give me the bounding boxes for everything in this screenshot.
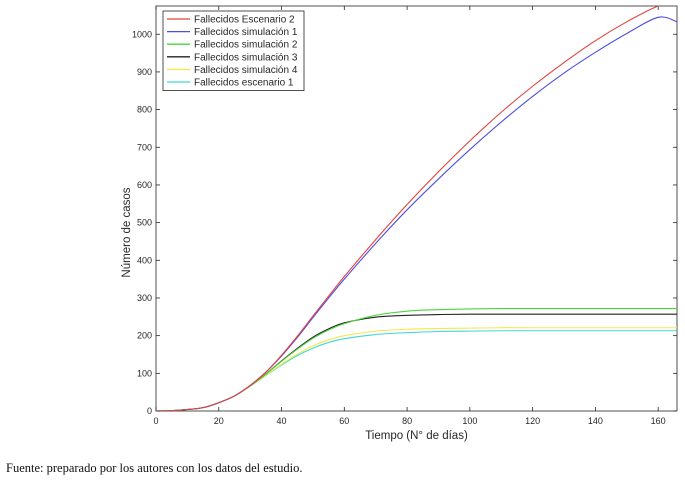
axes-box [155,5,678,412]
y-tick-label: 500 [137,218,152,228]
legend-label-4: Fallecidos simulación 3 [194,52,298,63]
x-tick-label: 0 [153,416,158,426]
y-tick-label: 300 [137,293,152,303]
series-line-5 [156,327,677,411]
legend-label-1: Fallecidos Escenario 2 [194,15,295,26]
y-tick-label: 700 [137,142,152,152]
x-tick-label: 40 [277,416,287,426]
y-axis-title: Número de casos [121,187,133,277]
x-tick-label: 140 [588,416,603,426]
series-line-6 [156,330,677,411]
y-tick-label: 900 [137,67,152,77]
y-tick-label: 800 [137,105,152,115]
y-tick-label: 0 [147,406,152,416]
x-tick-label: 20 [214,416,224,426]
legend-label-2: Fallecidos simulación 1 [194,27,298,38]
y-tick-label: 100 [137,368,152,378]
series-line-1 [156,6,660,411]
x-axis-title: Tiempo (N° de días) [365,430,468,442]
x-tick-label: 100 [462,416,477,426]
x-tick-label: 80 [402,416,412,426]
y-tick-label: 1000 [132,29,152,39]
x-tick-label: 60 [339,416,349,426]
x-tick-label: 120 [525,416,540,426]
y-tick-label: 200 [137,331,152,341]
legend-label-5: Fallecidos simulación 4 [194,65,298,76]
legend-label-6: Fallecidos escenario 1 [194,78,294,89]
y-tick-label: 400 [137,255,152,265]
legend-label-3: Fallecidos simulación 2 [194,40,298,51]
x-tick-label: 160 [651,416,666,426]
figure-caption: Fuente: preparado por los autores con lo… [6,461,303,475]
plot-area: 0 20 40 60 80 100 120 140 160 0 100 200 300 400 500 600… [132,5,678,426]
legend-box [162,10,305,91]
y-tick-label: 600 [137,180,152,190]
